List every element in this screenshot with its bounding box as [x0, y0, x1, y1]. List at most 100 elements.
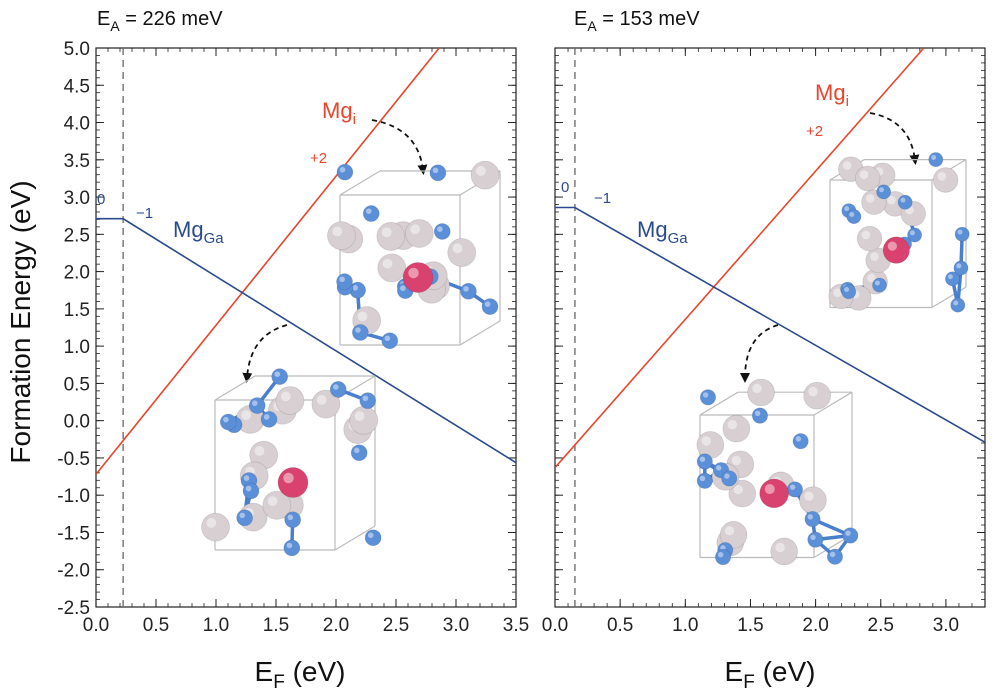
n-atom [950, 297, 966, 313]
atom-highlight [931, 155, 937, 160]
y-tick-label: -2.5 [57, 598, 90, 619]
n-atom [260, 410, 278, 428]
plot-frame [95, 47, 517, 608]
atom-highlight [316, 395, 327, 405]
y-tick-label: 4.5 [64, 76, 90, 97]
x-tick-label: 1.0 [672, 615, 698, 636]
n-atom [841, 284, 857, 300]
ga-atom [932, 167, 959, 193]
atom-highlight [452, 243, 463, 254]
atom-highlight [937, 171, 947, 181]
atom-highlight [807, 514, 813, 520]
atom-highlight [274, 371, 281, 377]
atom-highlight [720, 545, 726, 551]
x-axis-title-right: EF (eV) [725, 656, 816, 693]
series-label-mgi-right: Mgi [815, 80, 849, 110]
charge-label-mgga-zero-left: 0 [97, 191, 105, 208]
cell-edge [339, 170, 381, 196]
n-atom [433, 223, 451, 240]
x-tick-label: 2.5 [383, 615, 409, 636]
atom-highlight [367, 532, 374, 539]
n-atom [350, 444, 368, 462]
ga-atom [377, 253, 407, 283]
atom-highlight [865, 194, 875, 203]
x-tick-label: 2.0 [802, 615, 828, 636]
n-atom [807, 531, 824, 548]
atom-highlight [808, 386, 818, 397]
y-tick-label: -1.5 [57, 523, 90, 544]
atom-highlight [957, 229, 963, 235]
n-atom [481, 298, 499, 315]
n-atom [792, 433, 809, 450]
atom-highlight [267, 496, 278, 507]
mg-atom [759, 478, 789, 509]
y-tick-label: -0.5 [57, 449, 90, 470]
atom-highlight [410, 224, 421, 235]
atom-highlight [699, 475, 706, 482]
atom-highlight [245, 485, 252, 492]
arrow-mgga-left [242, 324, 288, 383]
n-atom [351, 324, 369, 341]
atom-highlight [867, 273, 876, 283]
atom-highlight [887, 241, 897, 251]
atom-highlight [752, 383, 762, 394]
atom-highlight [845, 530, 851, 536]
series-label-mgi-left: Mgi [322, 98, 356, 128]
panel-title-left: EA = 226 meV [97, 8, 223, 34]
atom-highlight [339, 166, 346, 173]
y-tick-label: 0.5 [64, 374, 90, 395]
ga-atom [376, 222, 406, 251]
atom-highlight [352, 284, 359, 291]
atom-highlight [408, 267, 419, 279]
atom-highlight [699, 456, 706, 462]
ga-atom [275, 386, 305, 415]
atom-highlight [287, 514, 294, 521]
atom-highlight [381, 227, 392, 238]
atom-highlight [263, 414, 270, 420]
n-atom [248, 397, 266, 414]
cell-edge [334, 525, 376, 551]
atom-highlight [355, 327, 361, 333]
atom-highlight [251, 400, 258, 406]
cell-edge [699, 391, 739, 416]
n-atom [954, 226, 970, 242]
ga-atom [747, 378, 775, 407]
series-line-mgga [96, 217, 516, 464]
atom-highlight [789, 484, 796, 490]
cell-edge [459, 320, 501, 346]
mg-atom [882, 236, 910, 264]
atom-highlight [333, 384, 339, 390]
atom-highlight [475, 166, 486, 176]
ga-atom [770, 537, 799, 566]
panel-right: 0.0 0.5 1.0 1.5 2.0 2.5 3.0 [542, 47, 986, 636]
y-tick-label: 3.5 [64, 151, 90, 172]
series-line-mgga [555, 206, 985, 443]
atom-highlight [243, 475, 250, 481]
ga-atom [262, 490, 292, 520]
x-tick-label: 0.5 [143, 615, 169, 636]
atom-highlight [731, 455, 742, 466]
atom-highlight [280, 391, 291, 402]
x-tick-label: 2.0 [323, 615, 349, 636]
y-tick-label: 2.5 [64, 225, 90, 246]
atom-highlight [463, 286, 469, 292]
charge-label-mgga-zero-right: 0 [561, 179, 569, 196]
crystal-structure-mgi-right [828, 152, 970, 313]
n-atom [219, 413, 237, 431]
atom-highlight [829, 551, 836, 558]
x-tick-label: 0.0 [83, 615, 109, 636]
n-atom [897, 194, 913, 210]
atom-highlight [332, 226, 343, 237]
ga-atom [327, 221, 356, 251]
y-axis-title: Formation Energy (eV) [5, 180, 36, 463]
n-atom [696, 453, 713, 470]
x-tick-label: 0.0 [542, 615, 568, 636]
ga-atom [404, 219, 434, 248]
atom-highlight [339, 276, 345, 283]
atom-highlight [365, 208, 372, 214]
atom-highlight [953, 300, 959, 306]
atom-highlight [724, 473, 730, 479]
atom-highlight [357, 311, 368, 322]
atom-highlight [870, 252, 879, 261]
